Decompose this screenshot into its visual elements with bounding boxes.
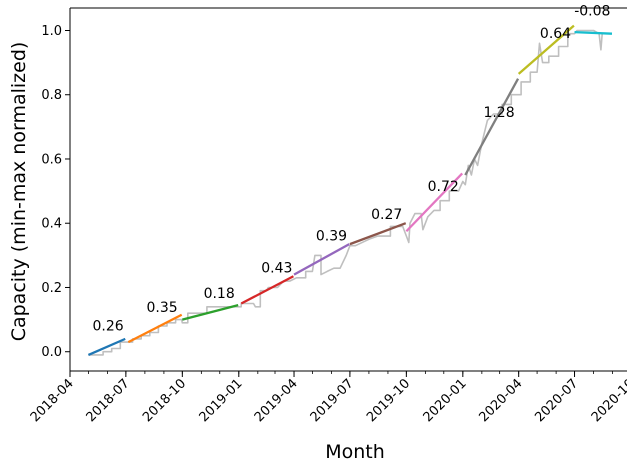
slope-label: -0.08 [574,4,610,20]
trend-segment [182,304,239,321]
plot-area: 0.26 0.35 0.18 0.43 0.39 0.27 0.72 1.28 0.64-0.0… [87,4,613,356]
slope-label: 0.64 [540,26,571,42]
slope-label: 0.26 [92,319,123,335]
trend-segment [240,275,294,305]
slope-label: 1.28 [483,105,514,121]
y-tick-label: 0.2 [41,281,62,296]
slope-label: 0.72 [428,179,459,195]
trend-segment [87,337,126,356]
slope-label: 0.35 [146,300,177,316]
x-axis-title: Month [325,441,385,463]
slope-label: 0.39 [316,229,347,245]
y-tick-label: 0.0 [41,345,62,360]
slope-label: 0.18 [204,286,235,302]
y-tick-label: 1.0 [41,24,62,39]
trend-segment [127,313,183,344]
y-tick-label: 0.8 [41,88,62,103]
trend-segment [574,30,613,35]
trend-segment [464,78,520,176]
y-tick-label: 0.6 [41,152,62,167]
trend-segment [517,24,575,75]
y-tick-label: 0.4 [41,217,62,232]
trend-segment [405,172,464,233]
trend-segment [349,222,407,246]
slope-label: 0.43 [261,260,292,276]
slope-label: 0.27 [371,207,402,223]
y-axis-title: Capacity (min-max normalized) [8,42,30,342]
trend-segment [293,243,350,276]
